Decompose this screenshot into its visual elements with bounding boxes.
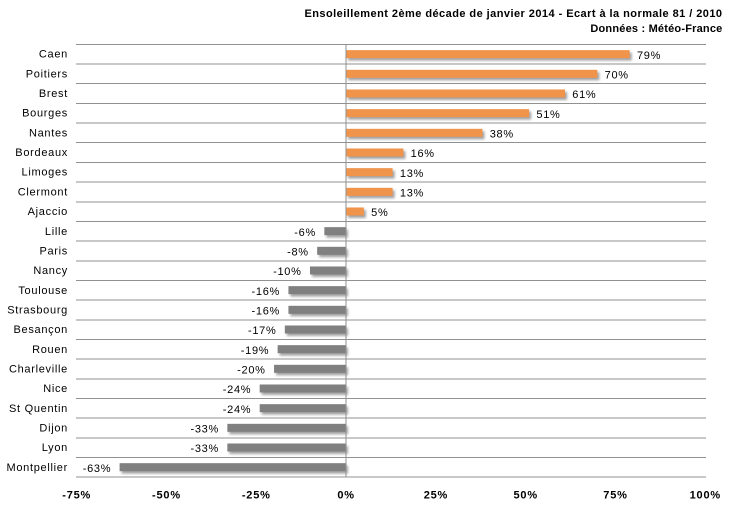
svg-text:-75%: -75%	[62, 490, 91, 502]
svg-text:Lille: Lille	[45, 226, 68, 238]
svg-text:100%: 100%	[690, 490, 721, 502]
svg-text:-50%: -50%	[152, 490, 181, 502]
svg-text:Brest: Brest	[39, 88, 68, 100]
svg-text:-63%: -63%	[83, 463, 111, 475]
svg-text:Dijon: Dijon	[39, 422, 68, 434]
svg-text:16%: 16%	[411, 148, 435, 160]
svg-text:70%: 70%	[605, 70, 629, 82]
svg-text:13%: 13%	[400, 168, 424, 180]
svg-text:Poitiers: Poitiers	[26, 68, 68, 80]
svg-text:51%: 51%	[536, 109, 560, 121]
svg-text:Charleville: Charleville	[9, 363, 68, 375]
svg-text:Lyon: Lyon	[42, 442, 68, 454]
svg-text:Toulouse: Toulouse	[18, 285, 68, 297]
svg-text:St Quentin: St Quentin	[9, 403, 68, 415]
svg-text:-33%: -33%	[190, 424, 218, 436]
svg-text:-33%: -33%	[190, 443, 218, 455]
svg-text:Rouen: Rouen	[32, 344, 68, 356]
svg-text:Paris: Paris	[39, 245, 68, 257]
svg-text:-6%: -6%	[294, 227, 316, 239]
svg-text:25%: 25%	[424, 490, 448, 502]
svg-text:Montpellier: Montpellier	[6, 462, 68, 474]
svg-text:79%: 79%	[637, 50, 661, 62]
svg-text:38%: 38%	[490, 129, 514, 141]
svg-text:-16%: -16%	[252, 306, 280, 318]
svg-text:Ensoleillement 2ème décade de: Ensoleillement 2ème décade de janvier 20…	[304, 8, 722, 20]
svg-text:61%: 61%	[572, 89, 596, 101]
svg-text:Limoges: Limoges	[22, 167, 68, 179]
svg-text:Strasbourg: Strasbourg	[7, 304, 68, 316]
svg-text:-20%: -20%	[237, 365, 265, 377]
svg-text:-16%: -16%	[252, 286, 280, 298]
svg-text:Clermont: Clermont	[18, 186, 68, 198]
svg-text:Bourges: Bourges	[22, 108, 68, 120]
svg-text:0%: 0%	[337, 490, 355, 502]
svg-text:-17%: -17%	[248, 325, 276, 337]
svg-text:50%: 50%	[513, 490, 537, 502]
svg-text:5%: 5%	[371, 207, 388, 219]
svg-text:-24%: -24%	[223, 384, 251, 396]
svg-text:-24%: -24%	[223, 404, 251, 416]
svg-text:-19%: -19%	[241, 345, 269, 357]
svg-text:Nantes: Nantes	[29, 127, 68, 139]
svg-text:-25%: -25%	[242, 490, 271, 502]
svg-text:Données : Météo-France: Données : Météo-France	[590, 23, 722, 35]
svg-text:-8%: -8%	[287, 247, 309, 259]
svg-text:Ajaccio: Ajaccio	[28, 206, 68, 218]
svg-text:Nice: Nice	[43, 383, 68, 395]
svg-text:Besançon: Besançon	[13, 324, 68, 336]
svg-text:Caen: Caen	[39, 49, 68, 61]
svg-text:-10%: -10%	[273, 266, 301, 278]
svg-text:13%: 13%	[400, 188, 424, 200]
svg-text:Nancy: Nancy	[33, 265, 68, 277]
svg-text:Bordeaux: Bordeaux	[15, 147, 68, 159]
svg-text:75%: 75%	[603, 490, 627, 502]
